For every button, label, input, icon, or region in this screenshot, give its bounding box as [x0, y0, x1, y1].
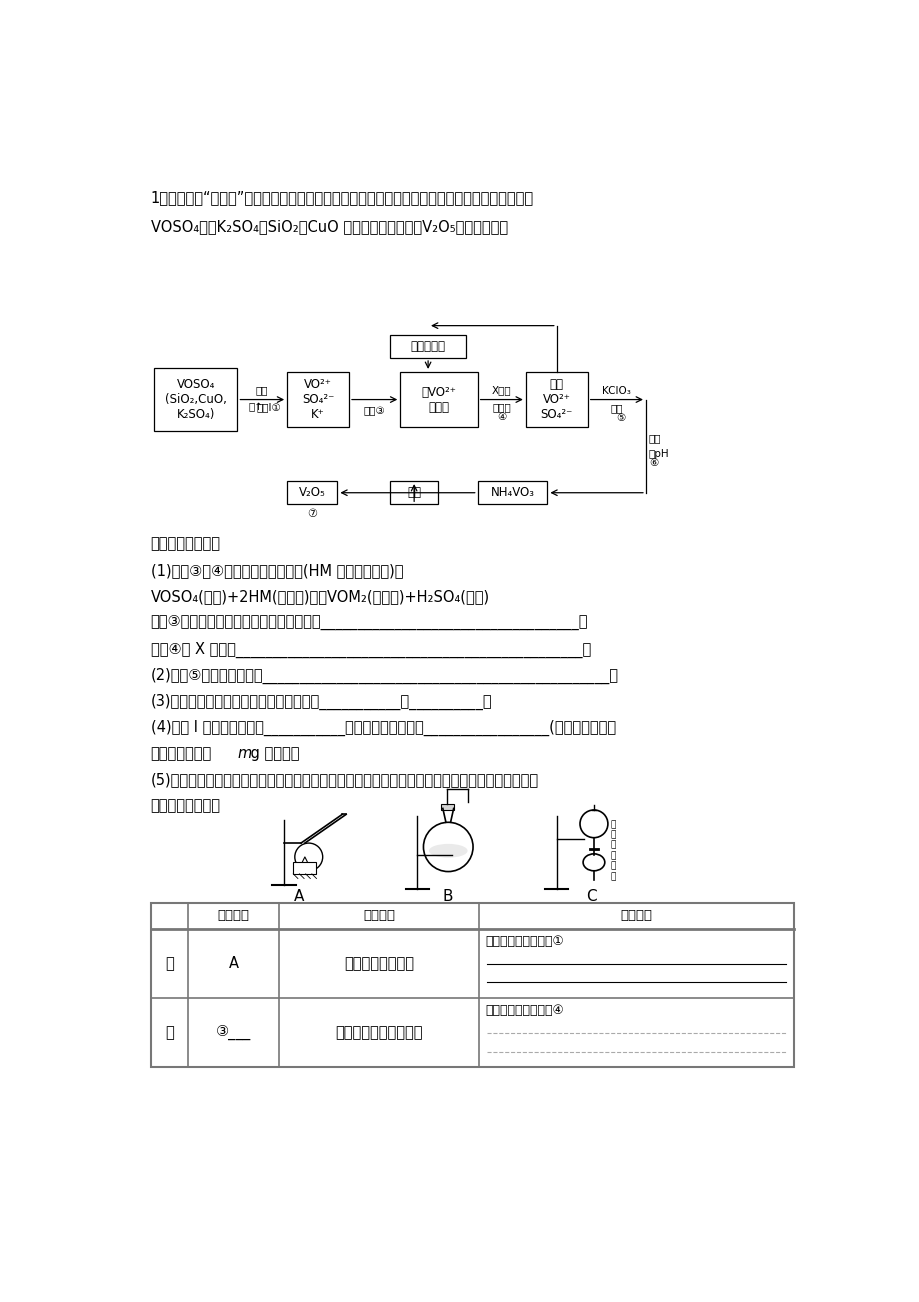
FancyBboxPatch shape — [525, 372, 587, 427]
FancyBboxPatch shape — [390, 335, 466, 358]
Text: 带
小
孔
的
隔
板: 带 小 孔 的 隔 板 — [610, 820, 616, 881]
Text: 分析产生氨气的原因④: 分析产生氨气的原因④ — [485, 1004, 563, 1017]
Text: g 氧化铜。: g 氧化铜。 — [245, 746, 300, 762]
Text: 调pH: 调pH — [648, 449, 669, 460]
Text: 氧化: 氧化 — [610, 404, 622, 414]
Text: 实验装置: 实验装置 — [217, 909, 249, 922]
Text: m: m — [237, 746, 252, 762]
Text: 操作I①: 操作I① — [255, 402, 280, 413]
Text: A: A — [228, 956, 238, 971]
Ellipse shape — [428, 844, 467, 858]
Text: 氢氧化馒、氯化铵: 氢氧化馒、氯化铵 — [344, 956, 414, 971]
Text: 乙: 乙 — [165, 1025, 174, 1040]
Text: KClO₃: KClO₃ — [602, 385, 630, 396]
Text: 反萨取: 反萨取 — [492, 402, 511, 413]
Text: A: A — [294, 889, 304, 905]
Text: VOSO₄
(SiO₂,CuO,
K₂SO₄): VOSO₄ (SiO₂,CuO, K₂SO₄) — [165, 378, 226, 421]
Text: B: B — [443, 889, 453, 905]
Text: VO²⁺
SO₄²⁻
K⁺: VO²⁺ SO₄²⁻ K⁺ — [301, 378, 334, 421]
Text: 1．钒有金属“维生素”之称，研究发现钒的某些化合物对治疗糖尿病有很好的疗效。工业上设计将: 1．钒有金属“维生素”之称，研究发现钒的某些化合物对治疗糖尿病有很好的疗效。工业… — [151, 190, 533, 206]
FancyBboxPatch shape — [287, 482, 337, 504]
Text: 废渣: 废渣 — [255, 385, 268, 395]
Text: 氨水: 氨水 — [648, 434, 661, 443]
Text: 有机萨取剂: 有机萨取剂 — [410, 340, 445, 353]
Text: 称），称量得到: 称），称量得到 — [151, 746, 211, 762]
FancyBboxPatch shape — [287, 372, 348, 427]
Text: 氨气: 氨气 — [407, 486, 421, 499]
Text: 反应的化学方程式为①: 反应的化学方程式为① — [485, 935, 563, 948]
Text: 水↑: 水↑ — [248, 402, 263, 413]
FancyBboxPatch shape — [293, 862, 316, 874]
Text: ⑤: ⑤ — [616, 413, 625, 423]
Text: (5)为了制得氨水，甲、乙两小组选择了不同方法制取氨气，请将实验装置的字母编号和制备原理填: (5)为了制得氨水，甲、乙两小组选择了不同方法制取氨气，请将实验装置的字母编号和… — [151, 772, 539, 788]
Text: 步骤④中 X 试剂为_______________________________________________。: 步骤④中 X 试剂为______________________________… — [151, 642, 590, 658]
Text: ④: ④ — [496, 411, 505, 422]
Text: 写在下表空格中。: 写在下表空格中。 — [151, 798, 221, 814]
Text: (4)操作 I 得到的废渣，用___________溢解，充分反应后，_________________(填写系列操作名: (4)操作 I 得到的废渣，用___________溢解，充分反应后，_____… — [151, 720, 615, 736]
Text: VOSO₄(水层)+2HM(有机层)灌瓣VOM₂(有机层)+H₂SO₄(水层): VOSO₄(水层)+2HM(有机层)灌瓣VOM₂(有机层)+H₂SO₄(水层) — [151, 589, 489, 604]
Text: 水层
VO²⁺
SO₄²⁻: 水层 VO²⁺ SO₄²⁻ — [540, 378, 573, 421]
Text: 浓氨水、氢氧化钓固体: 浓氨水、氢氧化钓固体 — [335, 1025, 423, 1040]
Text: X试剂: X试剂 — [492, 385, 511, 395]
Text: 萨取③: 萨取③ — [363, 406, 385, 415]
Text: (1)步骤③、④的变化过程可表示为(HM 为有机萨取剂)：: (1)步骤③、④的变化过程可表示为(HM 为有机萨取剂)： — [151, 562, 403, 578]
FancyBboxPatch shape — [153, 368, 237, 431]
Text: NH₄VO₃: NH₄VO₃ — [490, 486, 534, 499]
Text: C: C — [585, 889, 596, 905]
Text: ⑥: ⑥ — [648, 458, 657, 469]
Text: (3)该工艺流程中，可以循环利用的物质有___________和__________。: (3)该工艺流程中，可以循环利用的物质有___________和________… — [151, 694, 492, 710]
FancyBboxPatch shape — [151, 904, 793, 1068]
Text: ⑦: ⑦ — [307, 509, 317, 519]
Text: 甲: 甲 — [165, 956, 174, 971]
FancyBboxPatch shape — [400, 372, 477, 427]
FancyBboxPatch shape — [441, 803, 453, 810]
Text: 实验药品: 实验药品 — [363, 909, 395, 922]
Text: 请回答下列问题：: 请回答下列问题： — [151, 536, 221, 552]
Text: 含VO²⁺
有机层: 含VO²⁺ 有机层 — [421, 385, 456, 414]
FancyBboxPatch shape — [390, 482, 437, 504]
Text: V₂O₅: V₂O₅ — [299, 486, 325, 499]
Text: (2)步骤⑤的离子方程式为_______________________________________________。: (2)步骤⑤的离子方程式为___________________________… — [151, 668, 618, 684]
Text: 制备原理: 制备原理 — [620, 909, 652, 922]
Text: VOSO₄中的K₂SO₄、SiO₂、CuO 杂质除去并回收得到V₂O₅的流程如下：: VOSO₄中的K₂SO₄、SiO₂、CuO 杂质除去并回收得到V₂O₅的流程如下… — [151, 219, 507, 234]
Text: 步骤③中萨取时必须加入适量碑，其原因是___________________________________。: 步骤③中萨取时必须加入适量碑，其原因是_____________________… — [151, 615, 587, 630]
FancyBboxPatch shape — [477, 482, 547, 504]
Text: ③___: ③___ — [216, 1025, 251, 1040]
